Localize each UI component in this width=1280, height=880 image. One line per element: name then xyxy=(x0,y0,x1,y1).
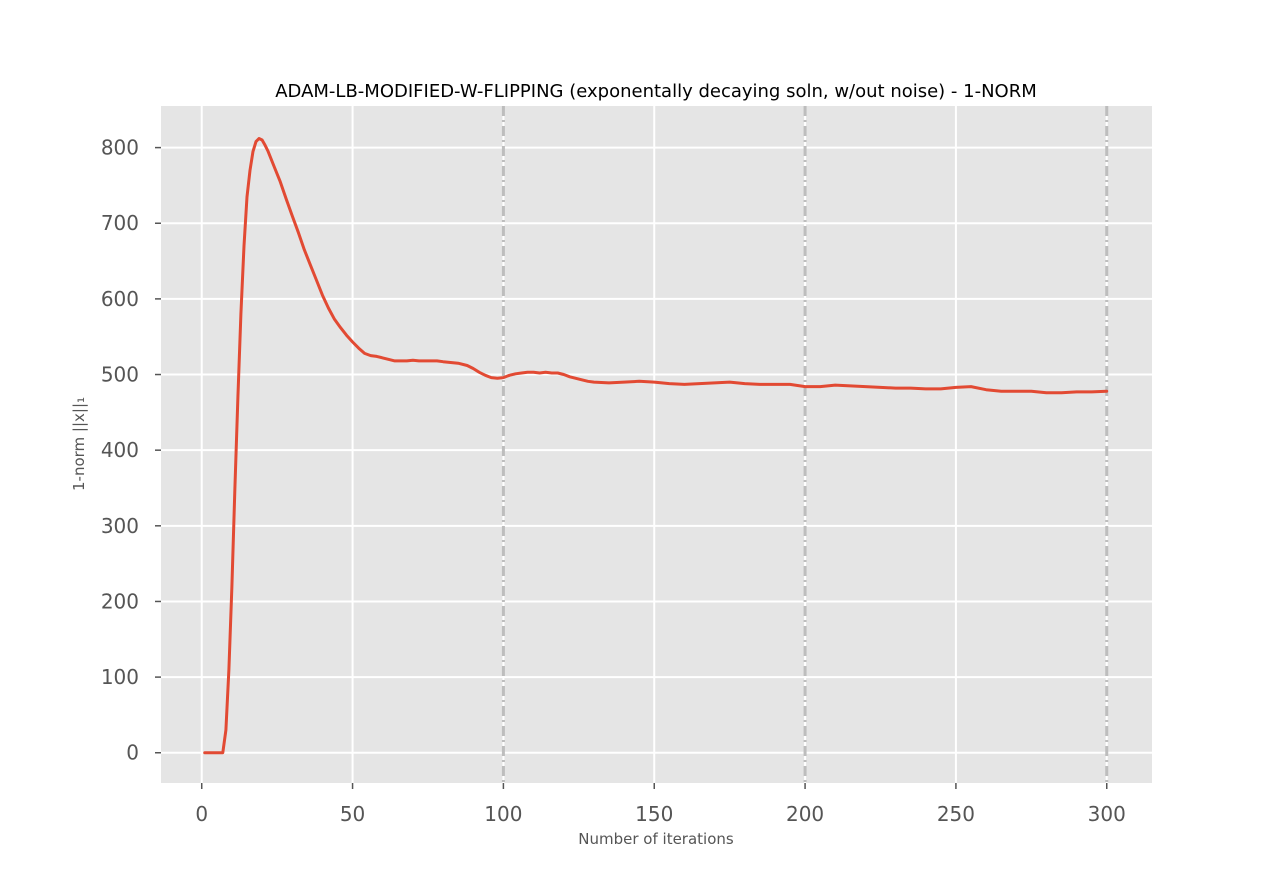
x-tick-label: 300 xyxy=(1088,802,1126,826)
y-tick-label: 300 xyxy=(101,514,139,538)
x-axis-ticks: 0 50 100 150 200 250 300 xyxy=(195,783,1126,826)
x-tick-label: 150 xyxy=(635,802,673,826)
x-tick-label: 250 xyxy=(937,802,975,826)
y-tick-label: 500 xyxy=(101,363,139,387)
y-tick-label: 0 xyxy=(126,741,139,765)
series-layer xyxy=(203,137,1109,755)
y-tick-label: 400 xyxy=(101,438,139,462)
y-tick-label: 600 xyxy=(101,287,139,311)
x-axis-label: Number of iterations xyxy=(578,830,734,848)
reference-lines xyxy=(501,106,1109,783)
x-tick-label: 200 xyxy=(786,802,824,826)
grid xyxy=(161,106,1152,783)
x-tick-label: 0 xyxy=(195,802,208,826)
y-axis-ticks: 0 100 200 300 400 500 600 700 800 xyxy=(101,136,161,765)
plot-area xyxy=(161,106,1152,783)
y-tick-label: 700 xyxy=(101,211,139,235)
x-tick-label: 50 xyxy=(340,802,365,826)
y-tick-label: 200 xyxy=(101,589,139,613)
y-tick-label: 800 xyxy=(101,136,139,160)
series-line xyxy=(203,137,1109,755)
x-tick-label: 100 xyxy=(484,802,522,826)
y-tick-label: 100 xyxy=(101,665,139,689)
y-axis-label: 1-norm ||x||₁ xyxy=(70,397,88,491)
chart-title: ADAM-LB-MODIFIED-W-FLIPPING (exponentall… xyxy=(275,81,1037,102)
